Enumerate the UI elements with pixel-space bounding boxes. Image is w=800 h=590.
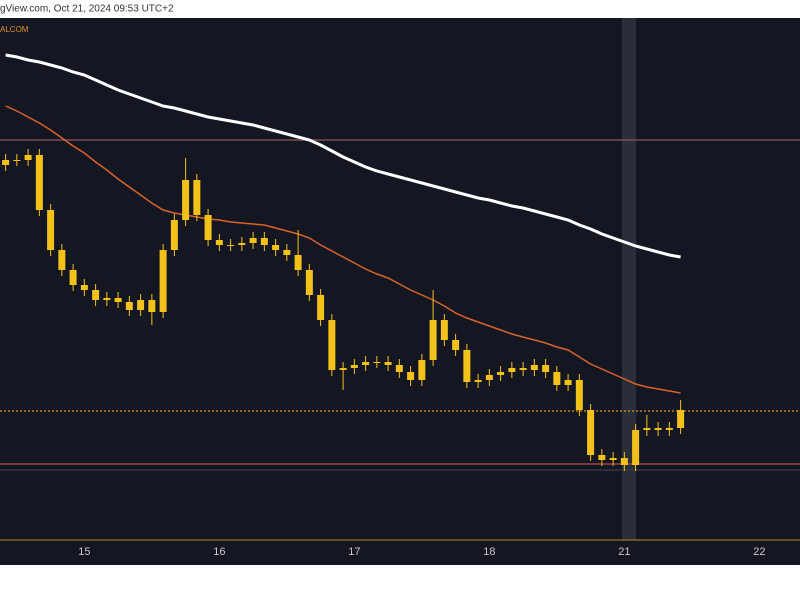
candle-body [114, 298, 122, 302]
candle-body [542, 365, 550, 372]
candle-body [609, 458, 617, 460]
x-tick-label: 18 [483, 546, 495, 558]
candle-body [58, 250, 66, 270]
candle-body [92, 290, 100, 300]
footer-bar [0, 565, 800, 590]
candle-body [159, 250, 167, 312]
candle-body [553, 372, 561, 385]
candle-body [598, 455, 606, 460]
candle-body [429, 320, 437, 360]
brand-label: ALCOM [0, 25, 29, 34]
candle-body [339, 368, 347, 370]
candle-body [125, 302, 133, 310]
candle-body [575, 380, 583, 410]
session-highlight [622, 18, 636, 540]
candle-body [620, 458, 628, 465]
candle-body [69, 270, 77, 285]
candle-body [665, 428, 673, 430]
candle-body [407, 372, 415, 380]
candle-body [13, 160, 21, 161]
candle-body [395, 365, 403, 372]
x-tick-label: 21 [618, 546, 630, 558]
x-tick-label: 17 [348, 546, 360, 558]
candle-body [182, 180, 190, 220]
candle-body [238, 243, 246, 245]
candle-body [305, 270, 313, 295]
candle-body [294, 255, 302, 270]
candle-body [373, 362, 381, 363]
candle-body [654, 428, 662, 430]
candle-body [384, 362, 392, 365]
candle-body [362, 362, 370, 365]
candle-body [24, 155, 32, 160]
moving-average-line [5, 105, 681, 394]
moving-average-line [5, 53, 681, 259]
candle-body [260, 238, 268, 245]
candle-body [485, 375, 493, 380]
candle-body [632, 430, 640, 465]
candle-body [215, 240, 223, 245]
candle-body [204, 215, 212, 240]
candle-body [440, 320, 448, 340]
candle-body [317, 295, 325, 320]
candle-body [643, 428, 651, 430]
header-bar [0, 0, 800, 18]
x-tick-label: 22 [753, 546, 765, 558]
candle-body [103, 298, 111, 300]
candle-body [170, 220, 178, 250]
candle-body [80, 285, 88, 290]
candle-body [2, 160, 10, 165]
candle-body [272, 245, 280, 250]
candle-body [137, 300, 145, 310]
candle-body [452, 340, 460, 350]
candle-body [193, 180, 201, 215]
candle-body [249, 238, 257, 243]
candle-body [148, 300, 156, 312]
plot-background [0, 18, 800, 565]
candle-body [530, 365, 538, 370]
candle-body [474, 380, 482, 382]
candle-body [35, 155, 43, 210]
candle-body [418, 360, 426, 380]
x-tick-label: 16 [213, 546, 225, 558]
candle-body [587, 410, 595, 455]
candle-body [564, 380, 572, 385]
candle-body [47, 210, 55, 250]
candle-body [497, 372, 505, 375]
candle-body [227, 245, 235, 246]
candle-body [508, 368, 516, 372]
candle-body [328, 320, 336, 370]
header-source: gView.com, Oct 21, 2024 09:53 UTC+2 [0, 4, 174, 15]
candle-body [283, 250, 291, 255]
candle-body [677, 410, 685, 428]
candle-body [519, 368, 527, 370]
candle-body [463, 350, 471, 382]
candle-body [350, 365, 358, 368]
x-tick-label: 15 [78, 546, 90, 558]
